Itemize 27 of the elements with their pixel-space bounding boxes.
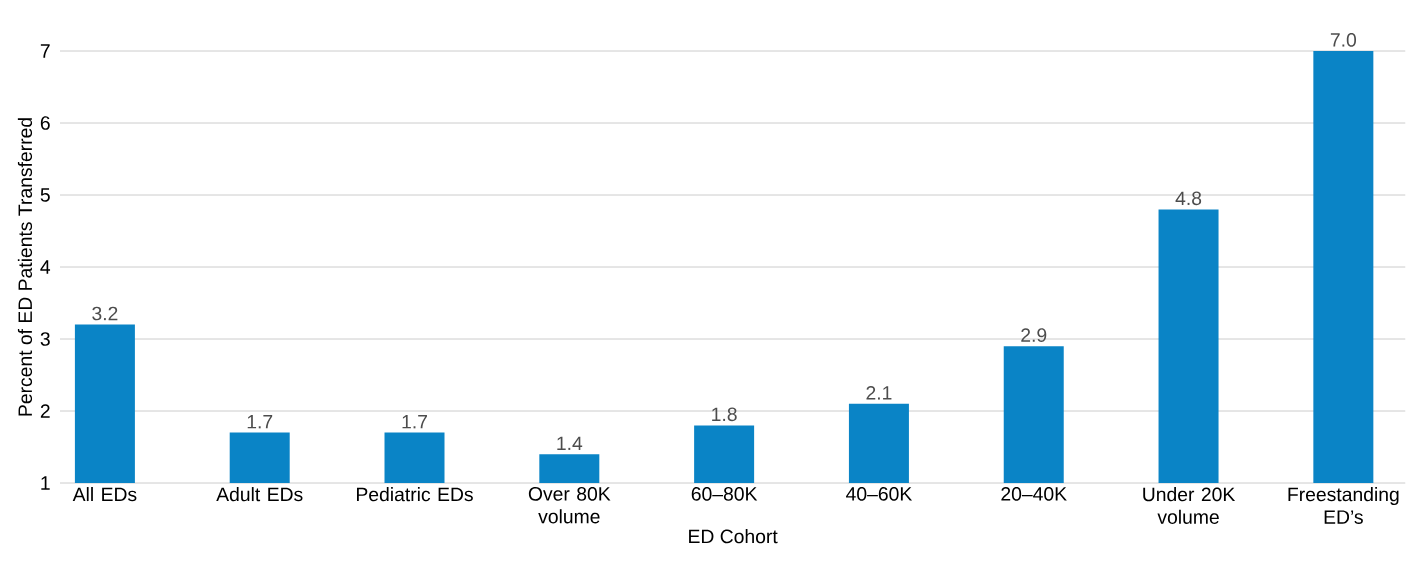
- data-label: 2.1: [866, 386, 892, 400]
- x-tick-label: Over 80K volume: [528, 487, 611, 524]
- y-tick-label: 4: [40, 260, 51, 274]
- x-tick-label: 60–80K: [691, 487, 758, 501]
- x-tick-label: All EDs: [72, 487, 137, 502]
- y-axis-title: Percent of ED Patients Transferred: [17, 118, 33, 416]
- data-label: 7.0: [1330, 33, 1357, 47]
- y-tick-label: 7: [40, 44, 50, 58]
- data-label: 4.8: [1175, 191, 1202, 206]
- data-label: 1.4: [557, 436, 583, 450]
- y-tick-label: 6: [40, 116, 50, 130]
- y-tick-label: 2: [40, 404, 50, 418]
- x-axis-title: ED Cohort: [689, 529, 778, 544]
- data-label: 1.7: [247, 415, 273, 429]
- x-tick-label: 20–40K: [1001, 487, 1067, 501]
- x-tick-label: Freestanding ED’s: [1288, 487, 1399, 524]
- y-tick-label: 5: [40, 188, 50, 202]
- y-tick-label: 1: [41, 476, 50, 490]
- x-tick-label: Pediatric EDs: [357, 487, 473, 502]
- data-label: 1.8: [712, 407, 737, 422]
- data-label: 1.7: [402, 415, 427, 429]
- x-tick-label: 40–60K: [846, 487, 913, 501]
- y-tick-label: 3: [40, 332, 50, 346]
- data-label: 3.2: [92, 306, 118, 321]
- data-label: 2.9: [1021, 328, 1047, 342]
- x-tick-label: Under 20K volume: [1143, 487, 1236, 524]
- x-tick-label: Adult EDs: [216, 487, 303, 502]
